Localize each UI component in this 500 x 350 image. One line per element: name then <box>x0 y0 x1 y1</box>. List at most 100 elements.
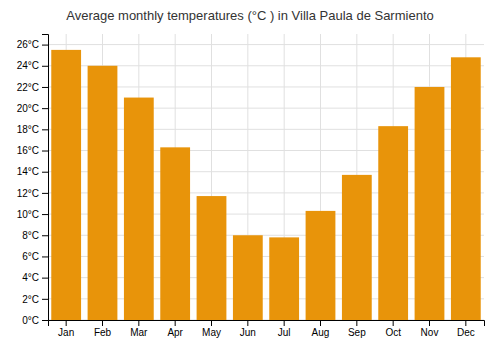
y-tick: 20°C <box>17 103 48 114</box>
x-tick-mark <box>356 320 357 326</box>
bar <box>415 87 445 320</box>
grid-line <box>48 44 484 45</box>
plot: Jan Feb Mar Apr May Jun Jul Aug Sep Oct Nov Dec 0°C 2… <box>17 34 485 338</box>
x-tick: Jul <box>278 320 291 338</box>
y-tick-mark <box>42 129 48 130</box>
x-tick-mark <box>320 320 321 326</box>
y-tick-label: 14°C <box>17 166 39 177</box>
y-tick-mark <box>42 45 48 46</box>
y-tick-label: 20°C <box>17 103 39 114</box>
y-tick-mark <box>42 108 48 109</box>
title: Average monthly temperatures (°C ) in Vi… <box>66 8 433 23</box>
y-axis-line <box>42 35 49 321</box>
x-tick-label: Aug <box>312 327 330 338</box>
y-tick-mark <box>42 172 48 173</box>
y-tick: 22°C <box>17 82 48 93</box>
y-tick-label: 22°C <box>17 82 39 93</box>
y-tick: 2°C <box>22 294 48 305</box>
x-tick: May <box>202 320 221 338</box>
x-tick-mark <box>284 320 285 326</box>
y-tick: 6°C <box>22 251 48 262</box>
x-tick: Dec <box>457 320 475 338</box>
bar <box>197 196 227 320</box>
x-tick-label: Feb <box>94 327 112 338</box>
bar <box>160 147 190 320</box>
y-tick-mark <box>42 87 48 88</box>
y-tick-label: 2°C <box>22 294 39 305</box>
y-tick-mark <box>42 278 48 279</box>
x-tick-mark <box>393 320 394 326</box>
bar <box>306 211 336 320</box>
y-tick: 24°C <box>17 60 48 71</box>
x-tick: Jun <box>240 320 256 338</box>
y-tick: 18°C <box>17 124 48 135</box>
x-tick-label: Jul <box>278 327 291 338</box>
x-tick-label: Oct <box>385 327 401 338</box>
y-tick: 26°C <box>17 39 48 50</box>
x-tick-label: Jun <box>240 327 256 338</box>
x-tick: Sep <box>348 320 366 338</box>
y-tick-label: 6°C <box>22 251 39 262</box>
x-tick-mark <box>175 320 176 326</box>
bar <box>451 57 481 320</box>
bar <box>269 237 299 320</box>
y-tick-mark <box>42 299 48 300</box>
x-tick-label: Apr <box>167 327 183 338</box>
bar <box>124 98 154 320</box>
x-tick: Feb <box>94 320 112 338</box>
y-tick-mark <box>42 214 48 215</box>
bar <box>51 50 81 320</box>
x-tick: Nov <box>421 320 439 338</box>
x-tick: Jan <box>58 320 74 338</box>
y-tick: 10°C <box>17 209 48 220</box>
x-tick-label: Nov <box>421 327 439 338</box>
x-axis-line <box>49 321 485 327</box>
y-tick: 8°C <box>22 230 48 241</box>
y-tick-label: 24°C <box>17 60 39 71</box>
y-tick-label: 8°C <box>22 230 39 241</box>
y-tick-mark <box>42 235 48 236</box>
y-tick-label: 10°C <box>17 209 39 220</box>
y-tick-mark <box>42 193 48 194</box>
x-tick-mark <box>102 320 103 326</box>
bars <box>51 50 480 320</box>
y-tick-label: 18°C <box>17 124 39 135</box>
y-tick-mark <box>42 256 48 257</box>
grid <box>48 34 484 320</box>
x-tick-label: Sep <box>348 327 366 338</box>
bar <box>342 175 372 320</box>
y-tick: 4°C <box>22 272 48 283</box>
y-tick-label: 12°C <box>17 188 39 199</box>
y-tick-label: 4°C <box>22 272 39 283</box>
x-axis: Jan Feb Mar Apr May Jun Jul Aug Sep Oct Nov Dec <box>49 320 485 338</box>
x-tick-mark <box>465 320 466 326</box>
x-tick-mark <box>66 320 67 326</box>
y-tick-label: 0°C <box>22 315 39 326</box>
x-tick: Aug <box>312 320 330 338</box>
y-tick-mark <box>42 151 48 152</box>
bar <box>378 126 408 320</box>
y-tick-label: 16°C <box>17 145 39 156</box>
y-tick: 12°C <box>17 188 48 199</box>
y-tick-label: 26°C <box>17 39 39 50</box>
y-tick-mark <box>42 320 48 321</box>
y-tick-mark <box>42 66 48 67</box>
chart: Average monthly temperatures (°C ) in Vi… <box>0 0 500 350</box>
x-tick: Oct <box>385 320 401 338</box>
y-tick: 0°C <box>22 315 48 326</box>
bar <box>233 235 263 320</box>
y-tick: 14°C <box>17 166 48 177</box>
y-tick: 16°C <box>17 145 48 156</box>
x-tick-mark <box>138 320 139 326</box>
y-axis: 0°C 2°C 4°C 6°C 8°C 10°C 12°C 14°C 16°C 18°C 20°C 2… <box>17 35 49 326</box>
x-tick-label: Dec <box>457 327 475 338</box>
x-tick-mark <box>211 320 212 326</box>
x-tick: Apr <box>167 320 183 338</box>
x-tick-label: May <box>202 327 221 338</box>
x-tick-label: Jan <box>58 327 74 338</box>
bar <box>88 66 118 320</box>
x-tick-label: Mar <box>130 327 148 338</box>
x-tick: Mar <box>130 320 148 338</box>
x-tick-mark <box>429 320 430 326</box>
x-tick-mark <box>247 320 248 326</box>
